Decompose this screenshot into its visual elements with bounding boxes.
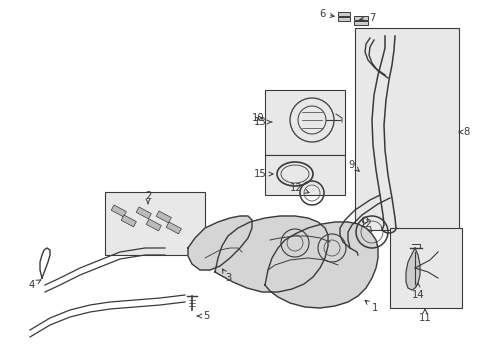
Text: 10: 10 xyxy=(251,113,264,123)
Bar xyxy=(353,16,367,20)
Text: 2: 2 xyxy=(144,191,151,204)
Text: 12: 12 xyxy=(289,183,308,193)
Text: 7: 7 xyxy=(359,13,374,23)
Text: 13: 13 xyxy=(253,117,271,127)
Text: 3: 3 xyxy=(222,269,231,283)
Bar xyxy=(353,21,367,25)
Text: 11: 11 xyxy=(418,309,430,323)
Text: 14: 14 xyxy=(411,283,424,300)
Polygon shape xyxy=(215,216,327,292)
Bar xyxy=(156,211,171,223)
Bar xyxy=(337,12,349,16)
Bar xyxy=(264,90,345,155)
Text: 5: 5 xyxy=(197,311,209,321)
Text: 12: 12 xyxy=(359,219,372,232)
Bar xyxy=(121,215,136,227)
Text: 9: 9 xyxy=(348,160,359,171)
Bar xyxy=(166,222,181,234)
Bar xyxy=(111,205,126,217)
Text: 4: 4 xyxy=(29,280,41,290)
Polygon shape xyxy=(187,216,251,270)
Bar xyxy=(146,219,161,231)
Text: 6: 6 xyxy=(318,9,333,19)
Polygon shape xyxy=(264,222,377,308)
Bar xyxy=(389,228,461,308)
Bar xyxy=(105,192,204,255)
Bar xyxy=(354,28,458,230)
Bar xyxy=(337,17,349,21)
Bar xyxy=(136,207,151,219)
Text: 15: 15 xyxy=(253,169,272,179)
Text: 8: 8 xyxy=(458,127,468,137)
Polygon shape xyxy=(405,248,419,290)
Text: 1: 1 xyxy=(365,300,377,313)
Bar xyxy=(264,155,345,195)
